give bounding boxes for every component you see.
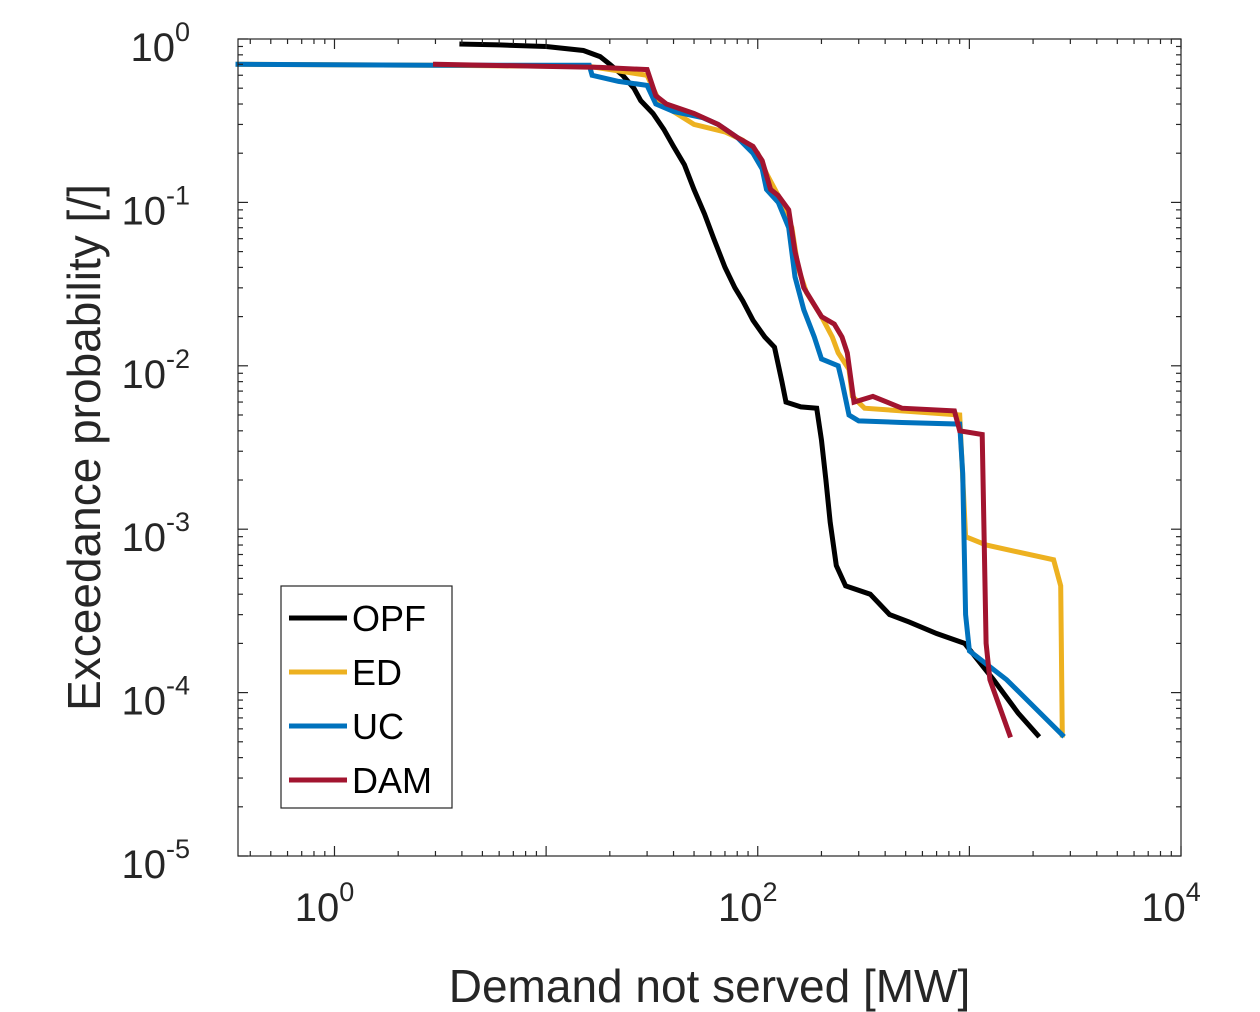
- x-axis-title: Demand not served [MW]: [449, 960, 971, 1012]
- axes-box: [237, 38, 1182, 857]
- y-tick-label: 100: [130, 17, 190, 70]
- y-tick-label: 10-2: [121, 344, 190, 397]
- legend-label-uc: UC: [352, 706, 404, 747]
- y-tick-label: 10-5: [121, 834, 190, 887]
- series-line-dam: [432, 61, 1013, 739]
- y-tick-label: 10-4: [121, 671, 190, 724]
- series-line-opf: [459, 41, 1042, 739]
- legend-label-dam: DAM: [352, 760, 432, 801]
- x-tick-label: 102: [718, 877, 778, 930]
- legend-box: [280, 585, 453, 809]
- x-tick-label: 100: [295, 877, 355, 930]
- x-tick-label: 104: [1141, 877, 1201, 930]
- legend-label-opf: OPF: [352, 598, 426, 639]
- tick-labels: 100 102 104 100 10-1 10-2 10-3 10-4 10-5: [121, 17, 1200, 930]
- series-lines: [235, 41, 1066, 739]
- y-tick-label: 10-1: [121, 180, 190, 233]
- y-tick-label: 10-3: [121, 507, 190, 560]
- legend: OPF ED UC DAM: [280, 585, 453, 809]
- legend-label-ed: ED: [352, 652, 402, 693]
- y-axis-title: Exceedance probability [/]: [58, 184, 110, 711]
- axes: [237, 38, 1182, 857]
